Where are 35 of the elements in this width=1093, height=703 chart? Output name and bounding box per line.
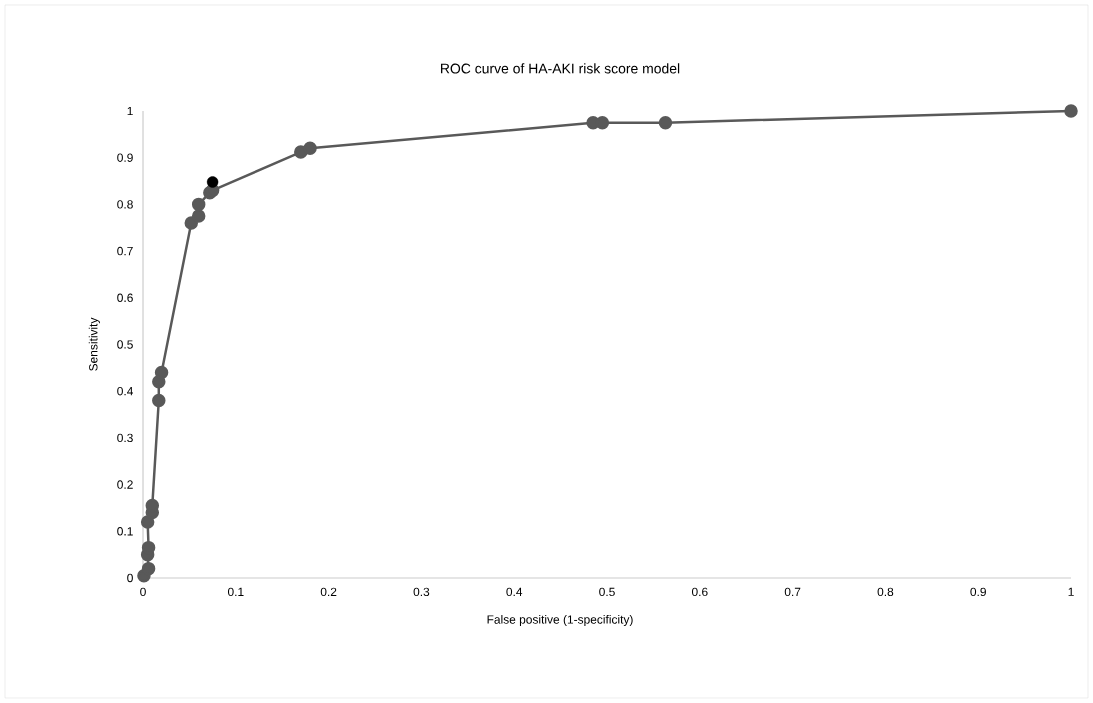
x-tick-label: 0.7 <box>784 587 801 597</box>
x-tick-label: 0.1 <box>227 587 244 597</box>
x-tick-label: 0.5 <box>599 587 615 597</box>
point <box>303 141 317 156</box>
x-tick-label: 0.4 <box>506 587 523 597</box>
y-tick-label: 0.8 <box>117 200 133 209</box>
point <box>595 115 610 130</box>
chart-title: ROC curve of HA-AKI risk score model <box>441 63 680 74</box>
x-tick-label: 0.3 <box>413 587 430 597</box>
x-tick-label: 0.2 <box>320 587 337 597</box>
x-tick-label: 0.6 <box>691 587 708 597</box>
point <box>141 561 156 576</box>
y-tick-label: 0.5 <box>117 340 133 349</box>
y-tick-label: 0.3 <box>117 433 133 443</box>
point <box>206 176 219 188</box>
y-tick-label: 0.4 <box>117 386 134 396</box>
y-tick-label: 0 <box>127 573 133 583</box>
y-tick-label: 0.6 <box>117 293 133 303</box>
point <box>1064 104 1078 118</box>
point <box>154 365 169 380</box>
x-tick-label: 0 <box>140 587 146 597</box>
y-tick-label: 0.1 <box>117 527 133 536</box>
y-axis-title: Sensitivity <box>88 317 100 371</box>
y-tick-label: 0.7 <box>117 246 133 256</box>
x-tick-label: 0.9 <box>970 587 986 597</box>
x-tick-label: 0.8 <box>877 587 894 597</box>
x-axis-title: False positive (1-specificity) <box>487 614 633 627</box>
y-tick-label: 1 <box>127 106 133 116</box>
y-tick-label: 0.2 <box>117 480 133 489</box>
x-tick-label: 1 <box>1068 587 1074 596</box>
point <box>152 393 166 408</box>
y-tick-label: 0.9 <box>117 153 133 162</box>
point <box>191 197 206 212</box>
point <box>658 115 673 130</box>
point <box>191 209 206 223</box>
